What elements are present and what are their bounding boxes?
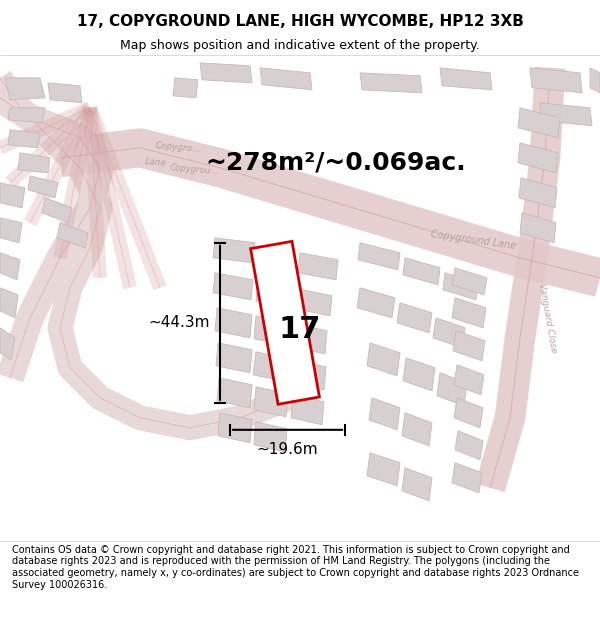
Text: Map shows position and indicative extent of the property.: Map shows position and indicative extent… [120,39,480,51]
Polygon shape [254,387,288,417]
Text: Copygrou...: Copygrou... [170,163,219,176]
Polygon shape [28,176,58,198]
Polygon shape [590,68,600,92]
Polygon shape [452,462,482,492]
Polygon shape [357,288,395,318]
Polygon shape [251,241,319,404]
Polygon shape [443,272,478,300]
Polygon shape [453,331,485,361]
Polygon shape [256,281,293,308]
Polygon shape [292,360,326,390]
Polygon shape [213,238,255,262]
Polygon shape [215,308,252,338]
Polygon shape [0,217,22,242]
Polygon shape [260,68,312,90]
Polygon shape [18,152,50,173]
Polygon shape [298,253,338,280]
Polygon shape [397,302,432,332]
Polygon shape [369,398,400,430]
Polygon shape [42,198,72,222]
Polygon shape [367,452,400,486]
Polygon shape [519,177,557,208]
Polygon shape [454,398,483,428]
Polygon shape [360,72,422,92]
Text: Contains OS data © Crown copyright and database right 2021. This information is : Contains OS data © Crown copyright and d… [12,545,579,589]
Polygon shape [5,78,45,100]
Polygon shape [440,68,492,90]
Polygon shape [8,130,40,148]
Polygon shape [8,107,45,122]
Polygon shape [218,412,252,442]
Text: ~278m²/~0.069ac.: ~278m²/~0.069ac. [205,151,466,175]
Polygon shape [520,213,556,243]
Polygon shape [402,468,432,501]
Polygon shape [367,342,400,376]
Polygon shape [173,78,198,98]
Polygon shape [217,378,252,408]
Polygon shape [518,107,560,138]
Polygon shape [291,395,324,425]
Text: Copyground Lane: Copyground Lane [430,229,517,251]
Polygon shape [530,68,582,92]
Polygon shape [433,318,465,348]
Polygon shape [358,242,400,270]
Text: 17, COPYGROUND LANE, HIGH WYCOMBE, HP12 3XB: 17, COPYGROUND LANE, HIGH WYCOMBE, HP12 … [77,14,523,29]
Text: Vanguard Close: Vanguard Close [538,282,559,353]
Polygon shape [258,246,295,271]
Polygon shape [57,222,88,248]
Polygon shape [216,342,252,372]
Polygon shape [253,352,289,382]
Polygon shape [0,288,18,318]
Text: Lane: Lane [145,158,167,168]
Polygon shape [254,422,287,452]
Text: 17: 17 [279,315,321,344]
Polygon shape [455,431,483,460]
Polygon shape [48,82,82,102]
Polygon shape [437,372,467,406]
Polygon shape [0,253,20,280]
Polygon shape [518,142,558,172]
Polygon shape [292,324,327,354]
Polygon shape [213,272,253,300]
Polygon shape [452,298,486,328]
Polygon shape [0,328,15,360]
Polygon shape [254,316,290,346]
Polygon shape [200,62,252,82]
Polygon shape [402,412,432,446]
Polygon shape [0,182,25,208]
Text: ~44.3m: ~44.3m [149,315,210,330]
Polygon shape [296,289,332,316]
Text: ~19.6m: ~19.6m [257,442,319,457]
Polygon shape [403,258,440,285]
Text: Copygro...: Copygro... [155,141,202,154]
Polygon shape [452,268,487,295]
Polygon shape [403,357,435,391]
Polygon shape [454,365,484,395]
Polygon shape [540,102,592,126]
